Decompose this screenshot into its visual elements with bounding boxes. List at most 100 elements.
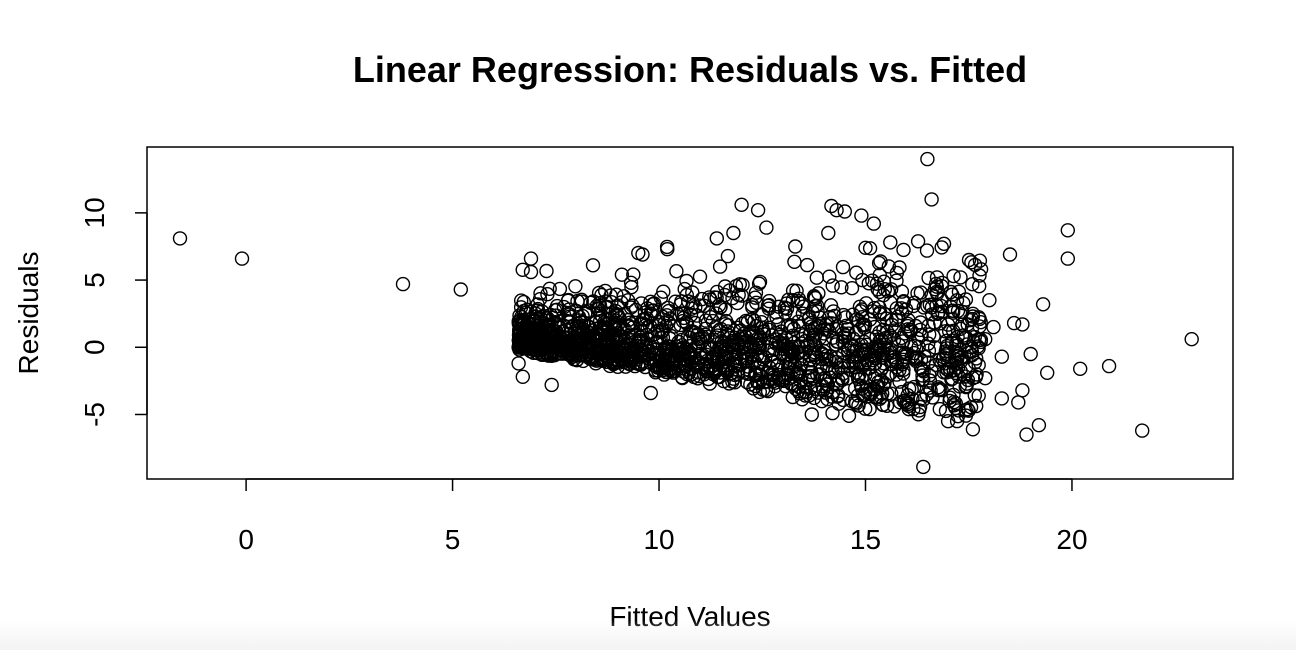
data-point [544,377,559,393]
data-point [913,360,929,376]
data-point [625,352,640,367]
data-point [877,376,892,391]
y-axis: -5 0 5 10 [79,197,148,427]
data-point [552,335,567,350]
data-point [684,324,699,339]
data-point [841,358,857,374]
data-point [777,300,792,315]
data-point [846,355,861,370]
data-point [884,317,900,333]
data-point [883,328,898,343]
data-point [776,336,791,352]
data-point [800,257,815,273]
data-point [750,202,766,218]
data-point [837,204,852,219]
data-point [865,348,880,364]
data-point [739,337,754,352]
data-point [829,354,844,370]
data-point [695,329,710,344]
data-point [932,381,947,397]
data-point [515,369,530,384]
data-point [961,252,977,268]
data-point [585,258,601,273]
data-point [942,324,957,339]
data-point [898,349,913,364]
data-point [663,348,678,363]
data-point [916,300,931,315]
data-point [834,280,849,295]
data-point [653,290,669,305]
data-point [953,270,968,285]
data-point [815,351,830,367]
data-point [729,350,744,366]
data-point [611,353,626,368]
x-tick-label: 5 [445,524,461,555]
data-point [777,370,792,385]
data-point [750,373,765,388]
data-point [938,324,953,339]
data-point [838,318,854,334]
data-point [798,344,813,360]
data-point [803,315,818,331]
data-point [960,402,975,417]
data-point [930,306,945,321]
data-point [971,388,986,403]
data-point [520,338,536,353]
data-point [940,414,956,429]
data-point [972,279,987,294]
data-point [745,297,760,313]
data-point [867,356,883,371]
data-point [946,268,961,284]
data-point [824,198,839,214]
data-point [877,282,892,297]
data-point [733,323,749,338]
data-point [710,369,725,385]
data-point [234,251,250,266]
data-point [540,287,555,302]
data-point [769,309,784,325]
data-point [794,336,809,351]
data-point [899,346,915,362]
data-point [865,304,880,319]
data-point [699,347,715,363]
data-point [743,377,758,392]
data-point [598,283,613,299]
data-point [1060,251,1076,266]
data-point [894,301,909,316]
data-point [740,366,755,381]
data-point [743,339,758,355]
data-point [821,225,836,241]
data-point [958,292,974,307]
data-point [986,319,1001,335]
data-point [861,276,876,291]
data-point [1002,247,1018,262]
data-point [936,236,952,252]
data-point [718,313,734,329]
data-point [795,306,811,321]
y-axis-label: Residuals [13,252,44,375]
data-point [829,202,844,218]
data-point [730,295,745,311]
data-point [934,240,949,255]
data-point [676,306,691,321]
data-point [919,243,935,258]
data-point [845,307,861,322]
data-point [939,362,955,377]
data-point [965,277,980,292]
data-point [709,231,724,246]
data-point [920,151,935,167]
data-point [871,255,887,271]
data-point [656,284,671,299]
data-point [972,268,987,283]
data-point [568,279,583,294]
x-tick-label: 15 [850,524,881,555]
data-point [939,338,955,354]
data-point [1006,315,1022,331]
data-point [904,382,919,397]
data-point [721,360,736,375]
data-point [679,273,694,289]
data-point [761,298,777,313]
y-tick-label: -5 [79,402,110,427]
data-point [846,344,861,359]
data-point [681,356,696,372]
